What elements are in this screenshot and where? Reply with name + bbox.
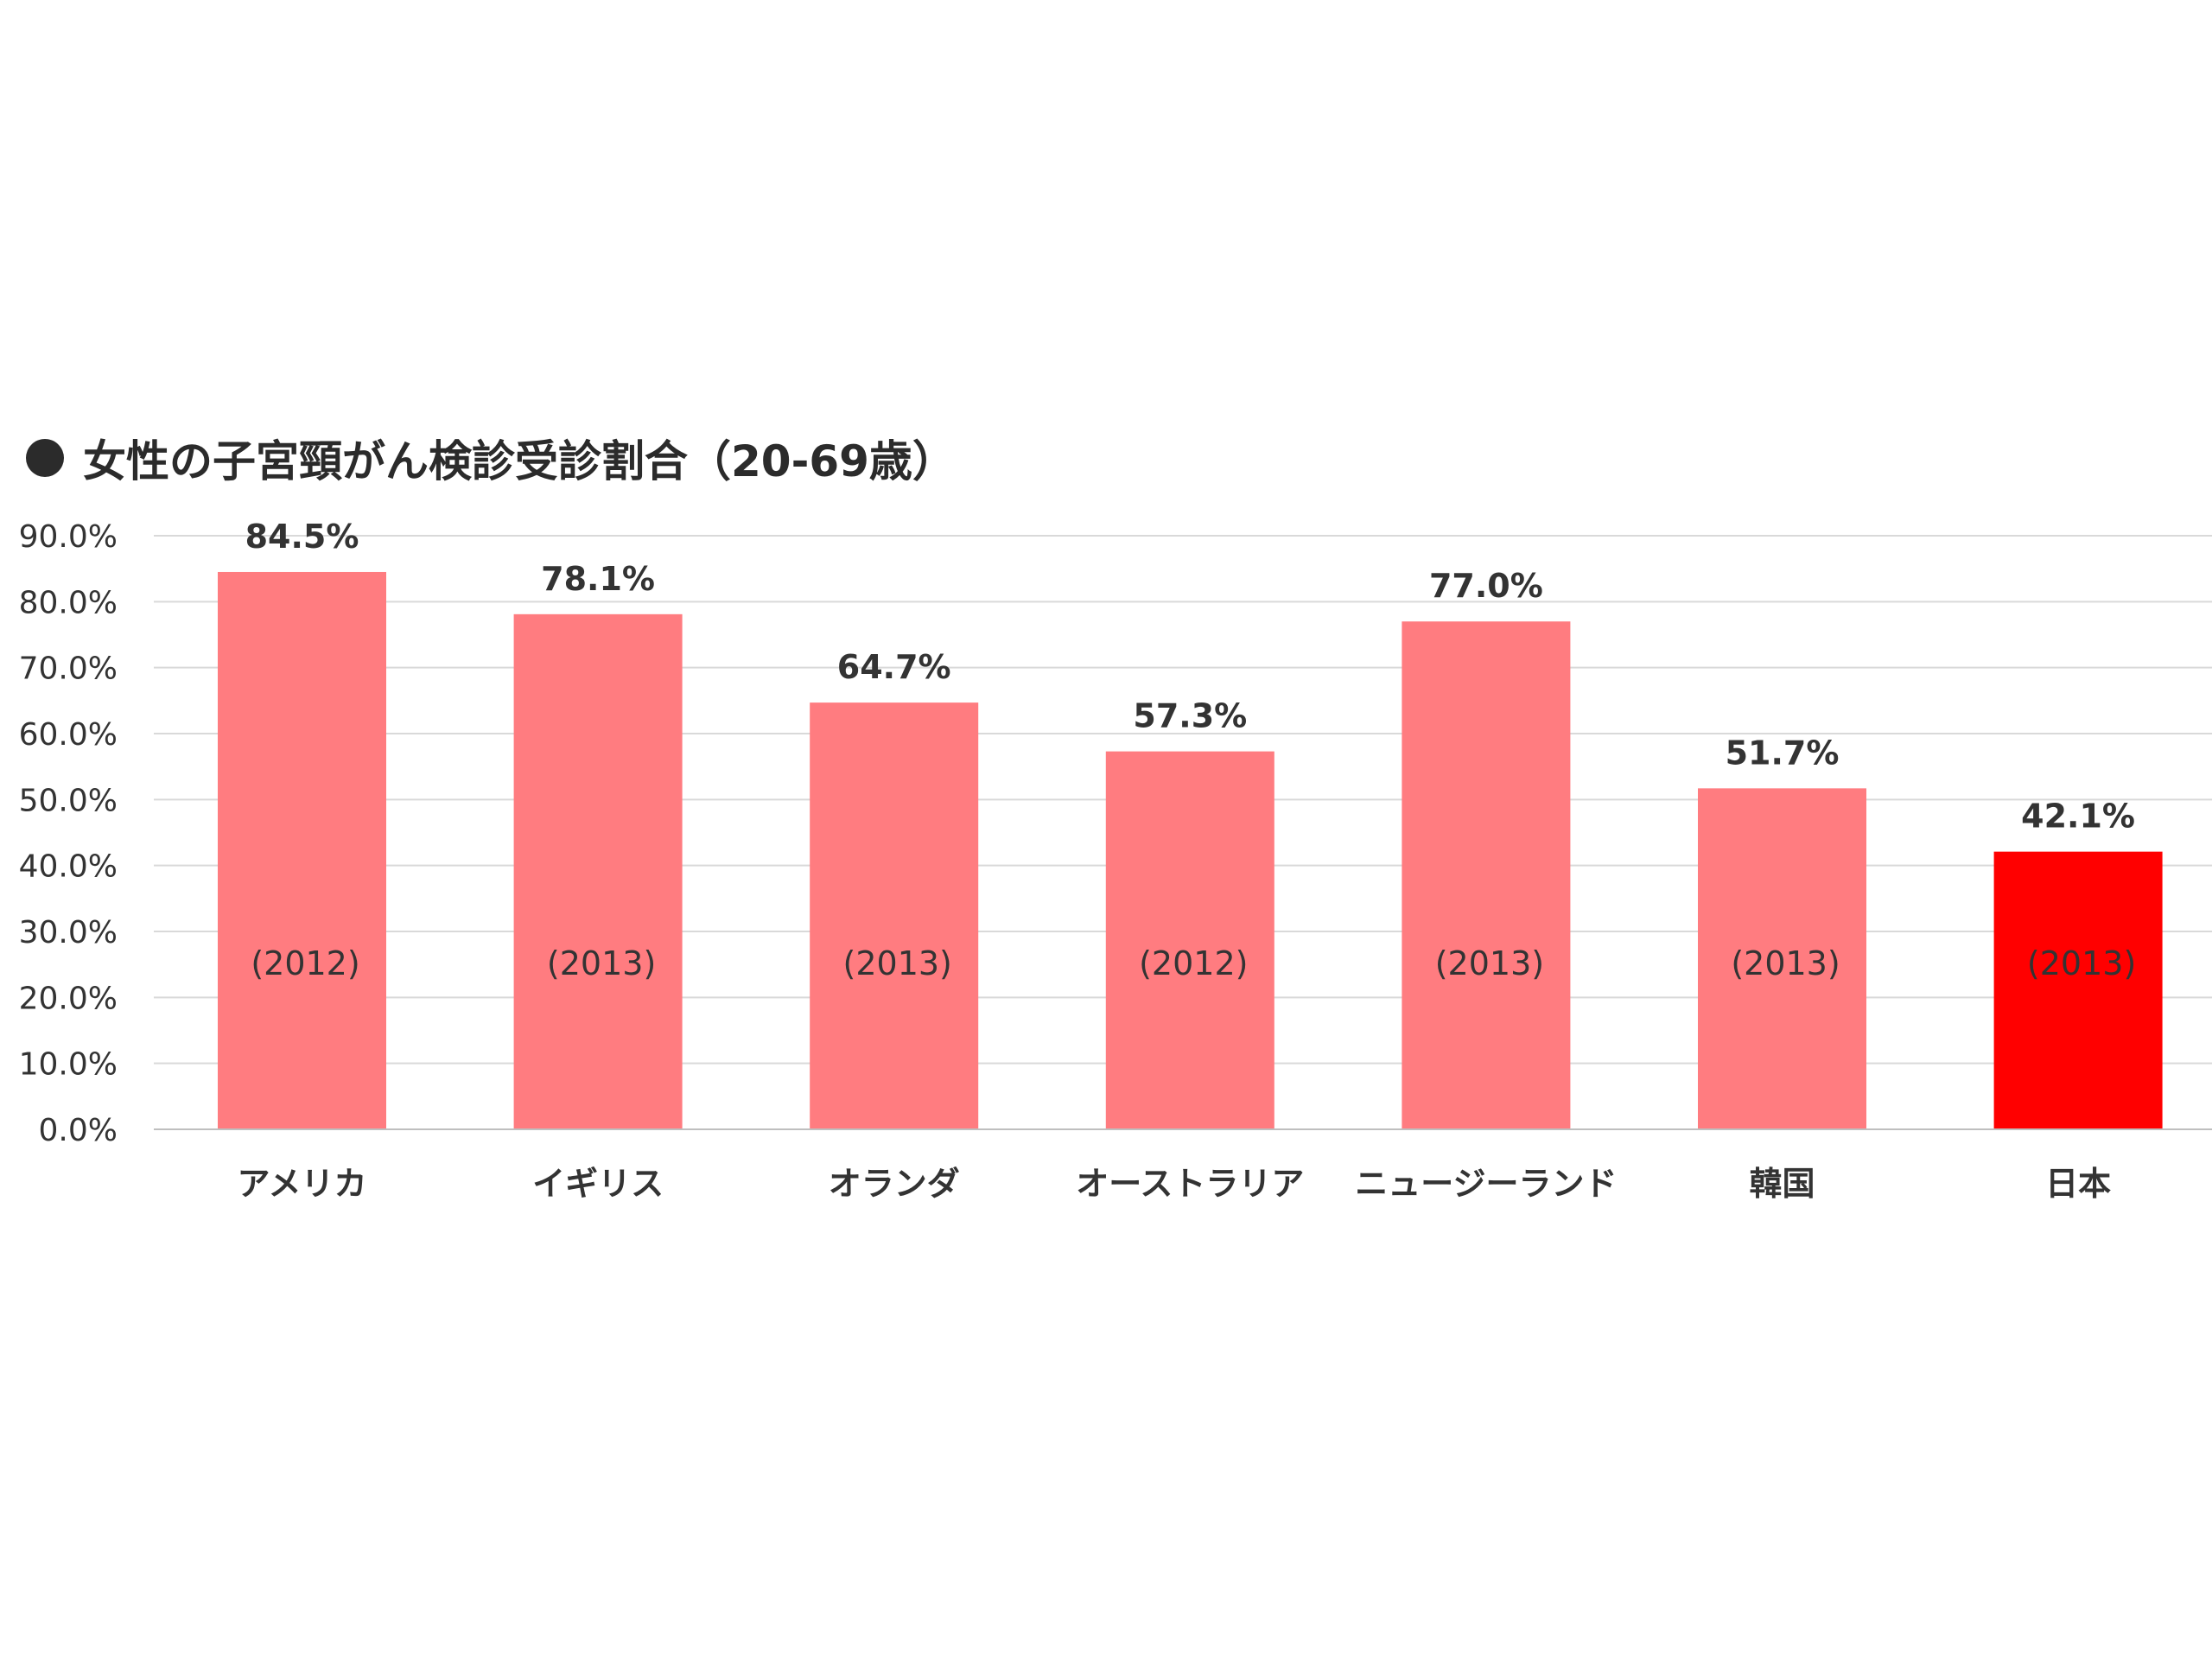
y-tick-label: 20.0% bbox=[19, 981, 118, 1016]
y-tick-label: 0.0% bbox=[39, 1113, 118, 1148]
year-label: (2013) bbox=[547, 944, 656, 982]
year-label: (2012) bbox=[1139, 944, 1248, 982]
y-axis-ticks: 0.0% 10.0% 20.0% 30.0% 40.0% 50.0% 60.0% 70.0% 8… bbox=[19, 519, 118, 1148]
y-tick-label: 90.0% bbox=[19, 519, 118, 555]
bar bbox=[1402, 621, 1571, 1129]
y-tick-label: 10.0% bbox=[19, 1047, 118, 1083]
value-label: 51.7% bbox=[1726, 734, 1840, 772]
data-labels: 84.5% (2012) 78.1% (2013) 64.7% (2013) 57.3% (2… bbox=[245, 518, 2137, 982]
value-label: 78.1% bbox=[541, 560, 655, 598]
bar bbox=[810, 702, 979, 1129]
year-label: (2013) bbox=[1435, 944, 1544, 982]
category-labels: アメリカ イギリス オランダ オーストラリア ニュージーランド 韓国 日本 bbox=[237, 1165, 2111, 1203]
value-label: 84.5% bbox=[245, 518, 359, 556]
chart-title: 女性の子宮頸がん検診受診割合（20-69歳） bbox=[26, 428, 956, 488]
y-tick-label: 60.0% bbox=[19, 717, 118, 753]
category-label: 韓国 bbox=[1749, 1165, 1815, 1203]
year-label: (2013) bbox=[1731, 944, 1840, 982]
y-tick-label: 50.0% bbox=[19, 783, 118, 818]
y-tick-label: 70.0% bbox=[19, 652, 118, 687]
value-label: 77.0% bbox=[1429, 567, 1543, 605]
year-label: (2013) bbox=[843, 944, 952, 982]
bullet-icon bbox=[26, 439, 64, 477]
year-label: (2013) bbox=[2027, 944, 2136, 982]
bar bbox=[1105, 751, 1274, 1129]
chart-title-text: 女性の子宮頸がん検診受診割合（20-69歳） bbox=[83, 436, 956, 486]
y-tick-label: 80.0% bbox=[19, 585, 118, 620]
category-label: オーストラリア bbox=[1076, 1165, 1304, 1203]
bar bbox=[1698, 788, 1866, 1129]
bars bbox=[218, 571, 2163, 1129]
bar bbox=[513, 613, 683, 1129]
category-label: イギリス bbox=[532, 1165, 664, 1203]
value-label: 57.3% bbox=[1133, 697, 1247, 735]
category-label: 日本 bbox=[2045, 1165, 2111, 1203]
value-label: 42.1% bbox=[2021, 798, 2135, 836]
year-label: (2012) bbox=[251, 944, 359, 982]
category-label: ニュージーランド bbox=[1355, 1165, 1617, 1203]
y-tick-label: 40.0% bbox=[19, 849, 118, 885]
bar bbox=[1993, 851, 2163, 1129]
y-tick-label: 30.0% bbox=[19, 915, 118, 950]
value-label: 64.7% bbox=[837, 648, 951, 686]
category-label: アメリカ bbox=[237, 1165, 366, 1203]
category-label: オランダ bbox=[829, 1165, 960, 1203]
bar bbox=[218, 571, 386, 1129]
